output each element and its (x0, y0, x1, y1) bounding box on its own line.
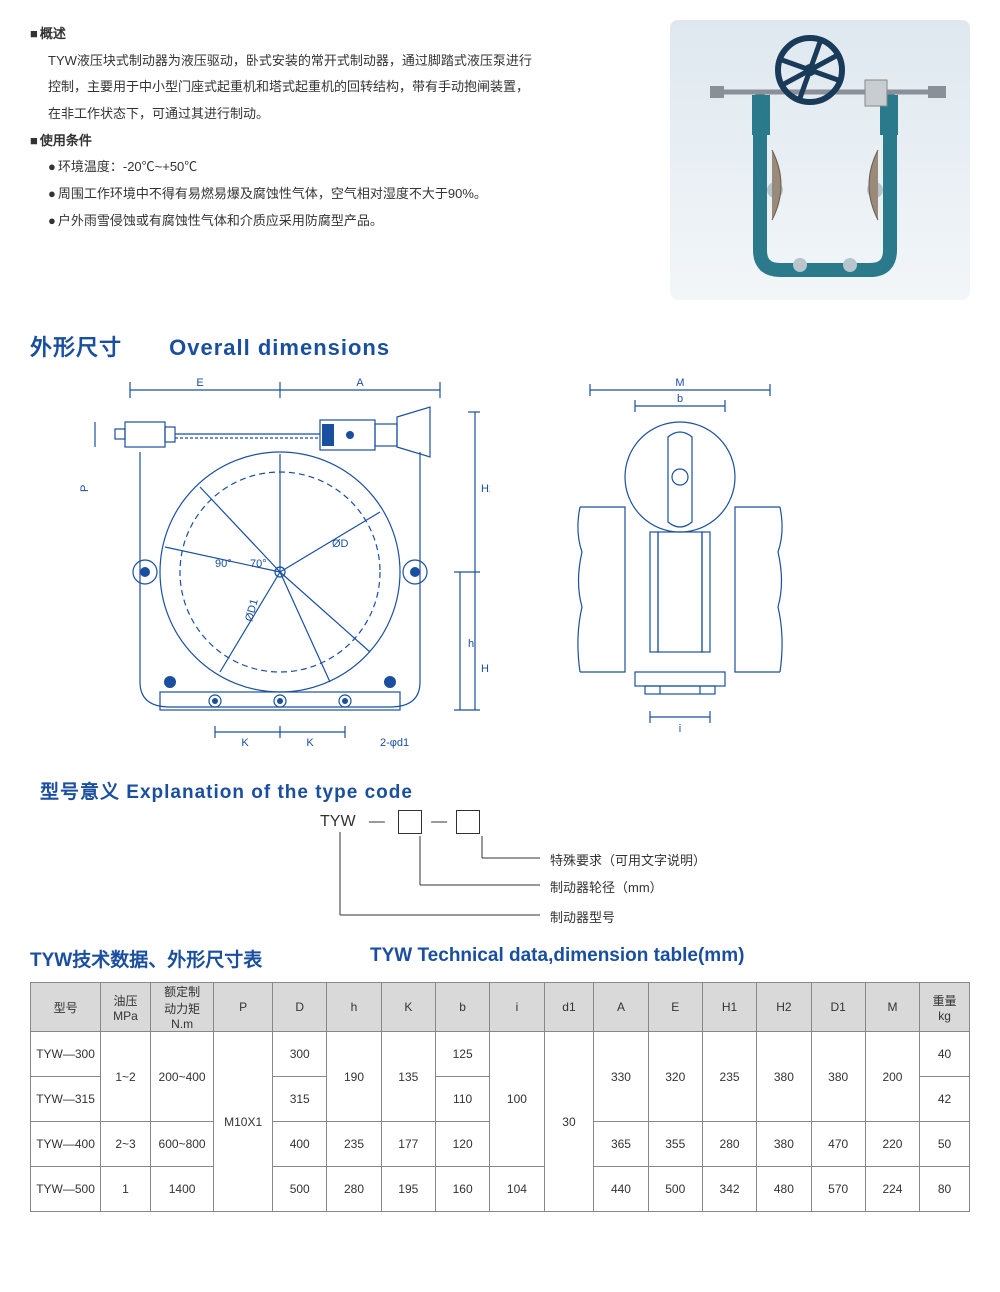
col-header: 重量kg (920, 983, 970, 1032)
svg-text:E: E (196, 377, 203, 389)
table-row: TYW—300 1~2 200~400 M10X1 300 190 135 12… (31, 1032, 970, 1077)
condition-item: 周围工作环境中不得有易燃易爆及腐蚀性气体，空气相对湿度不大于90%。 (30, 182, 650, 207)
svg-text:P: P (79, 485, 91, 492)
product-photo (670, 20, 970, 300)
table-header-row: 型号 油压MPa 额定制动力矩N.m P D h K b i d1 A E H1… (31, 983, 970, 1032)
table-row: TYW—500 1 1400 500 280 195 160 104 440 5… (31, 1167, 970, 1212)
svg-text:M: M (675, 377, 684, 389)
col-header: 型号 (31, 983, 101, 1032)
col-header: D1 (811, 983, 865, 1032)
svg-text:ØD: ØD (332, 538, 349, 550)
description-block: 概述 TYW液压块式制动器为液压驱动，卧式安装的常开式制动器，通过脚踏式液压泵进… (30, 20, 670, 300)
col-header: A (594, 983, 648, 1032)
svg-text:90°: 90° (215, 558, 232, 570)
svg-text:h: h (468, 638, 474, 650)
dimensions-title-cn: 外形尺寸 (30, 335, 122, 360)
svg-text:b: b (677, 393, 683, 405)
col-header: i (490, 983, 544, 1032)
svg-text:ØD1: ØD1 (243, 598, 260, 623)
col-header: H2 (757, 983, 811, 1032)
col-header: D (273, 983, 327, 1032)
svg-text:A: A (356, 377, 364, 389)
overview-heading: 概述 (30, 22, 650, 47)
overview-line: TYW液压块式制动器为液压驱动，卧式安装的常开式制动器，通过脚踏式液压泵进行 (30, 49, 650, 74)
col-header: P (214, 983, 273, 1032)
col-header: 额定制动力矩N.m (150, 983, 213, 1032)
col-header: b (435, 983, 489, 1032)
col-header: H1 (702, 983, 756, 1032)
overview-line: 在非工作状态下，可通过其进行制动。 (30, 102, 650, 127)
svg-text:2-φd1: 2-φd1 (380, 737, 409, 749)
dimensions-title-en: Overall dimensions (169, 335, 390, 360)
data-table-title: TYW技术数据、外形尺寸表 TYW Technical data,dimensi… (30, 945, 970, 972)
col-header: K (381, 983, 435, 1032)
data-table-title-en: TYW Technical data,dimension table(mm) (370, 945, 744, 972)
front-view-diagram: E A P (70, 372, 490, 752)
col-header: h (327, 983, 381, 1032)
col-header: M (865, 983, 919, 1032)
svg-text:H1: H1 (481, 663, 490, 675)
type-code-note: 制动器轮径（mm） (550, 877, 663, 896)
overview-line: 控制，主要用于中小型门座式起重机和塔式起重机的回转结构，带有手动抱闸装置， (30, 75, 650, 100)
technical-data-table: 型号 油压MPa 额定制动力矩N.m P D h K b i d1 A E H1… (30, 982, 970, 1212)
condition-item: 户外雨雪侵蚀或有腐蚀性气体和介质应采用防腐型产品。 (30, 209, 650, 234)
type-code-title: 型号意义 Explanation of the type code (40, 777, 970, 804)
dimensions-title: 外形尺寸 Overall dimensions (30, 330, 970, 362)
type-code-note: 制动器型号 (550, 907, 615, 926)
svg-text:70°: 70° (250, 558, 267, 570)
svg-text:i: i (679, 723, 681, 735)
side-view-diagram: M b i (550, 372, 810, 752)
svg-text:K: K (241, 737, 249, 749)
svg-text:K: K (306, 737, 314, 749)
condition-item: 环境温度：-20℃~+50℃ (30, 155, 650, 180)
conditions-heading: 使用条件 (30, 129, 650, 154)
type-code-note: 特殊要求（可用文字说明） (550, 850, 706, 869)
svg-text:H2: H2 (481, 483, 490, 495)
type-code-diagram: TYW — — 特殊要求（可用文字说明） 制动器轮径（mm） 制动器型号 (260, 810, 970, 930)
col-header: d1 (544, 983, 594, 1032)
col-header: E (648, 983, 702, 1032)
data-table-title-cn: TYW技术数据、外形尺寸表 (30, 945, 370, 972)
col-header: 油压MPa (101, 983, 151, 1032)
